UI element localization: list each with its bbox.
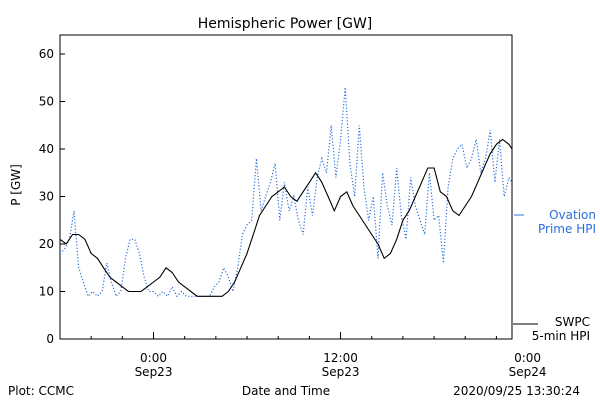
y-tick-label: 40 — [39, 142, 54, 156]
x-tick-label-date: Sep23 — [322, 365, 360, 379]
ovation-prime-series — [59, 87, 513, 298]
x-tick-label-time: 0:00 — [140, 351, 167, 365]
x-tick-label-time: 0:00 — [514, 351, 541, 365]
legend-label-swpc: SWPC — [555, 315, 590, 329]
x-axis: 0:00Sep2312:00Sep230:00Sep2412:00Sep240:… — [59, 332, 547, 379]
series-layer — [59, 87, 513, 298]
y-tick-label: 20 — [39, 237, 54, 251]
swpc-series — [59, 138, 513, 297]
y-tick-label: 0 — [46, 332, 54, 346]
y-axis: 0 10 20 30 40 50 60 — [39, 47, 65, 346]
legend-label-swpc: 5-min HPI — [532, 329, 590, 343]
y-tick-label: 10 — [39, 285, 54, 299]
legend-label-ovation: Prime HPI — [538, 222, 596, 236]
x-tick-label-date: Sep24 — [509, 365, 547, 379]
plot-frame — [59, 34, 513, 340]
y-tick-label: 30 — [39, 190, 54, 204]
y-tick-label: 60 — [39, 47, 54, 61]
x-tick-label-date: Sep23 — [135, 365, 173, 379]
y-axis-label: P [GW] — [9, 164, 23, 206]
x-axis-label: Date and Time — [242, 384, 330, 398]
x-tick-label-time: 12:00 — [323, 351, 358, 365]
chart-title: Hemispheric Power [GW] — [198, 16, 373, 32]
y-tick-label: 50 — [39, 95, 54, 109]
plot-credit: Plot: CCMC — [8, 384, 74, 398]
legend-label-ovation: Ovation — [549, 208, 596, 222]
plot-timestamp: 2020/09/25 13:30:24 — [453, 384, 580, 398]
